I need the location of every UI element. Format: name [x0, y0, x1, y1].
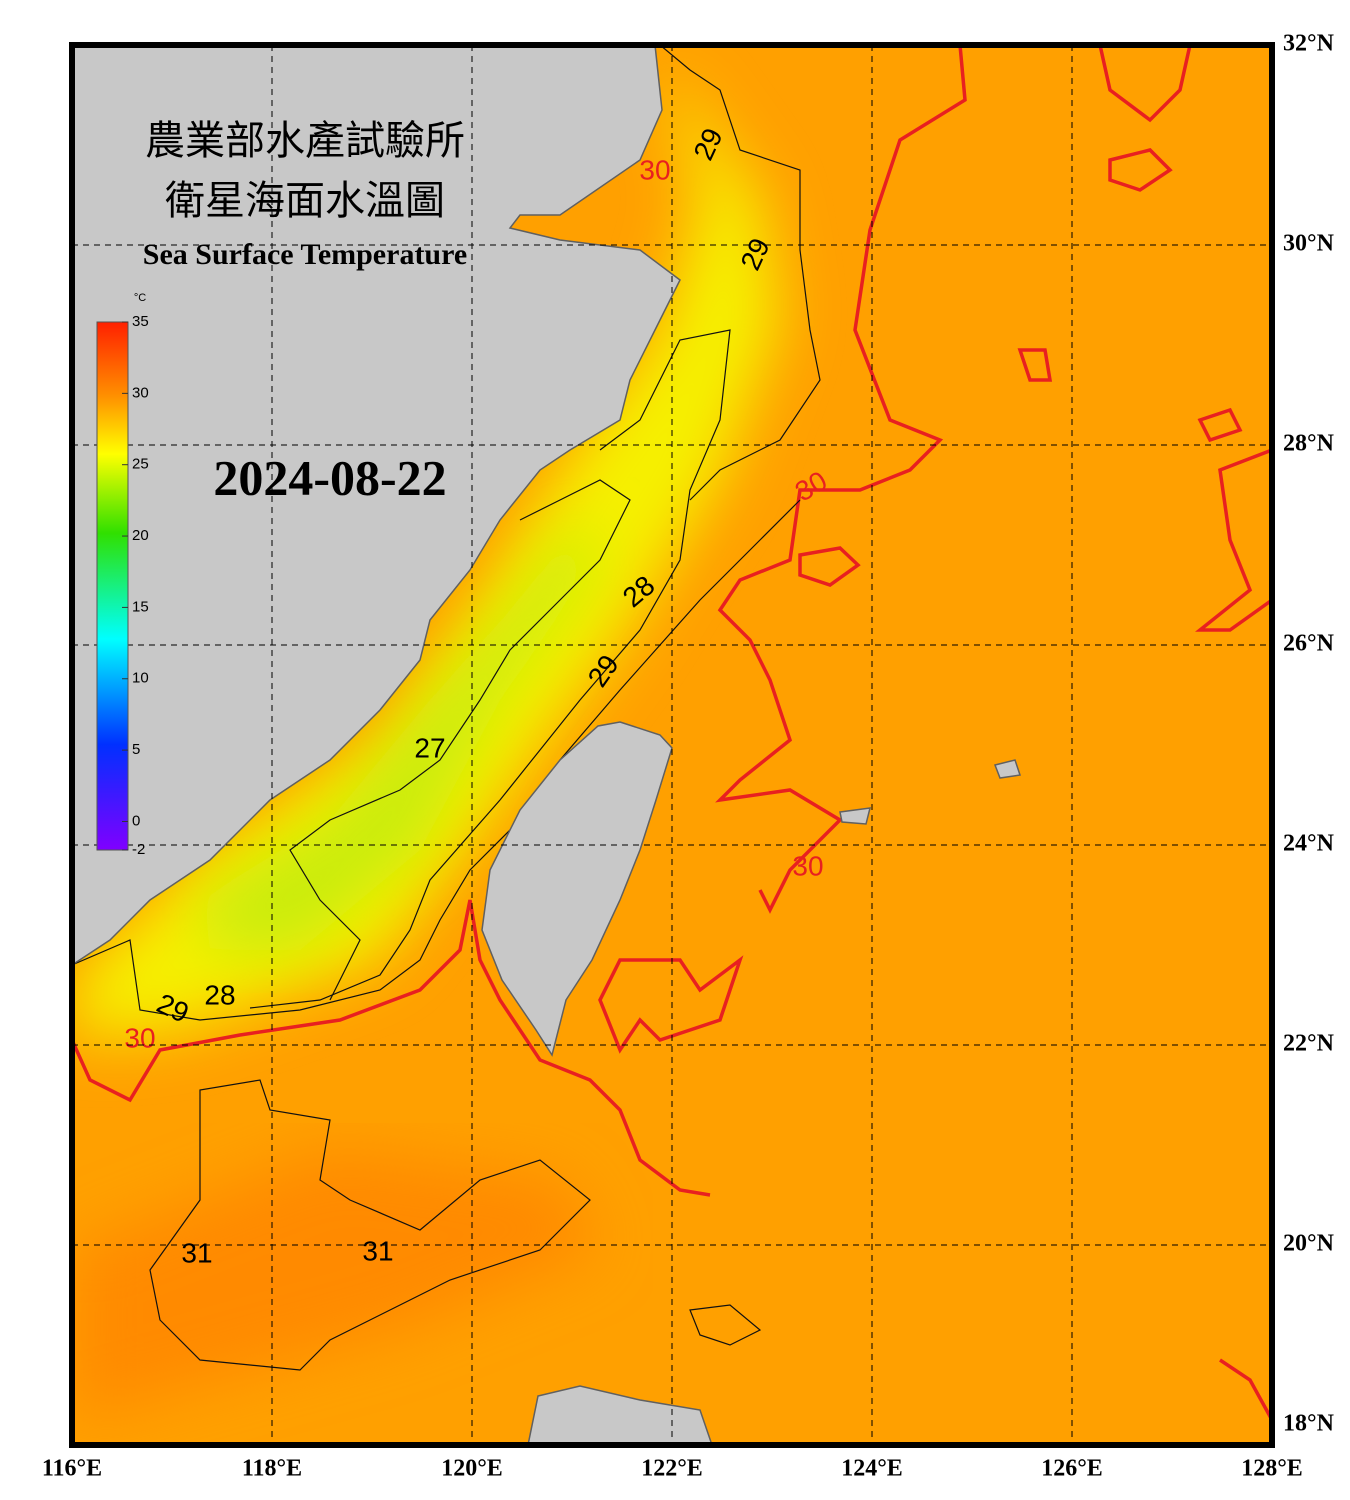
lat-tick-label: 28°N [1283, 431, 1335, 457]
contour-label: 27 [414, 732, 445, 763]
colorbar-tick-label: 0 [132, 812, 140, 829]
colorbar-tick-label: 20 [132, 527, 149, 544]
contour-label: 30 [124, 1022, 155, 1053]
colorbar-tick-label: 30 [132, 384, 149, 401]
contour-label: 31 [362, 1235, 393, 1266]
contour-label: 31 [181, 1237, 212, 1268]
colorbar-tick-label: -2 [132, 841, 145, 858]
lat-tick-label: 22°N [1283, 1031, 1335, 1057]
colorbar-tick-label: 10 [132, 670, 149, 687]
colorbar-tick-label: 15 [132, 598, 149, 615]
lon-tick-label: 116°E [42, 1456, 102, 1482]
axes: 116°E 118°E 120°E 122°E 124°E 126°E 128°E 18°N 2… [42, 31, 1335, 1482]
contour-lines [72, 45, 821, 1371]
title-en: Sea Surface Temperature [143, 238, 467, 271]
lon-tick-label: 126°E [1041, 1456, 1103, 1482]
map-frame [69, 42, 1275, 1448]
lat-tick-label: 24°N [1283, 831, 1335, 857]
lat-tick-label: 32°N [1283, 31, 1335, 57]
warm-area [72, 1150, 600, 1420]
contour-label: 30 [792, 850, 823, 881]
lat-tick-label: 20°N [1283, 1231, 1335, 1257]
contour-label: 28 [204, 979, 235, 1010]
contour-30 [72, 45, 1272, 1421]
cool-area [72, 60, 780, 1040]
colorbar [96, 321, 129, 851]
lat-tick-label: 30°N [1283, 231, 1335, 257]
land [72, 45, 1021, 1445]
title-zh-2: 衛星海面水溫圖 [165, 178, 445, 223]
title-zh-1: 農業部水產試驗所 [145, 118, 465, 163]
lon-tick-label: 122°E [641, 1456, 703, 1482]
lon-tick-label: 124°E [841, 1456, 903, 1482]
contour-label: 30 [639, 154, 670, 185]
lon-tick-label: 118°E [242, 1456, 302, 1482]
date: 2024-08-22 [213, 449, 446, 505]
colorbar-tick-label: 25 [132, 456, 149, 473]
colorbar-unit: °C [134, 292, 146, 304]
lat-tick-label: 18°N [1283, 1411, 1335, 1437]
grid [72, 45, 1272, 1445]
colorbar-tick-label: 35 [132, 313, 149, 330]
lon-tick-label: 120°E [441, 1456, 503, 1482]
lon-tick-label: 128°E [1241, 1456, 1303, 1482]
lat-tick-label: 26°N [1283, 631, 1335, 657]
colorbar-tick-label: 5 [132, 741, 140, 758]
